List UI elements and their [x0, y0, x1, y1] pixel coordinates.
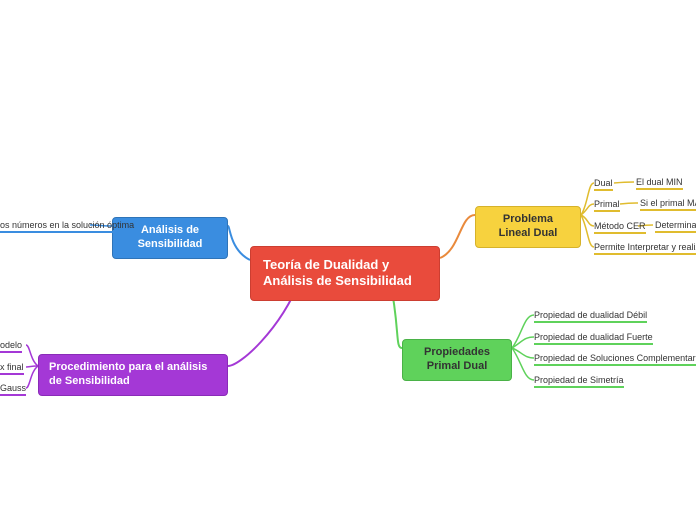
leaf-prob_dual_sub[interactable]: El dual MIN: [636, 177, 683, 187]
node-problema-label: Problema Lineal Dual: [499, 213, 558, 239]
node-analisis-label: Análisis de Sensibilidad: [138, 224, 203, 250]
leaf-prop_2[interactable]: Propiedad de dualidad Fuerte: [534, 332, 653, 342]
leaf-prob_metodo[interactable]: Método CER: [594, 221, 646, 231]
leaf-proc_3[interactable]: Gauss: [0, 383, 26, 393]
node-propiedades[interactable]: Propiedades Primal Dual: [402, 339, 512, 381]
leaf-proc_1[interactable]: odelo: [0, 340, 22, 350]
leaf-prob_primal_sub[interactable]: Si el primal MAX: [640, 198, 696, 208]
node-propiedades-label: Propiedades Primal Dual: [424, 346, 490, 372]
leaf-prob_dual[interactable]: Dual: [594, 178, 613, 188]
leaf-prop_3[interactable]: Propiedad de Soluciones Complementariasl: [534, 353, 696, 363]
root-label: Teoría de Dualidad y Análisis de Sensibi…: [263, 257, 412, 288]
leaf-analisis_1[interactable]: os números en la solución óptima: [0, 220, 134, 230]
node-procedimiento-label: Procedimiento para el análisis de Sensib…: [49, 361, 207, 387]
leaf-prob_interpret[interactable]: Permite Interpretar y realizar un an: [594, 242, 696, 252]
node-problema[interactable]: Problema Lineal Dual: [475, 206, 581, 248]
leaf-proc_2[interactable]: x final: [0, 362, 24, 372]
leaf-prop_4[interactable]: Propiedad de Simetría: [534, 375, 624, 385]
node-procedimiento[interactable]: Procedimiento para el análisis de Sensib…: [38, 354, 228, 396]
leaf-prob_primal[interactable]: Primal: [594, 199, 620, 209]
root-node[interactable]: Teoría de Dualidad y Análisis de Sensibi…: [250, 246, 440, 301]
leaf-prob_metodo_sub[interactable]: Determina la f: [655, 220, 696, 230]
leaf-prop_1[interactable]: Propiedad de dualidad Débil: [534, 310, 647, 320]
